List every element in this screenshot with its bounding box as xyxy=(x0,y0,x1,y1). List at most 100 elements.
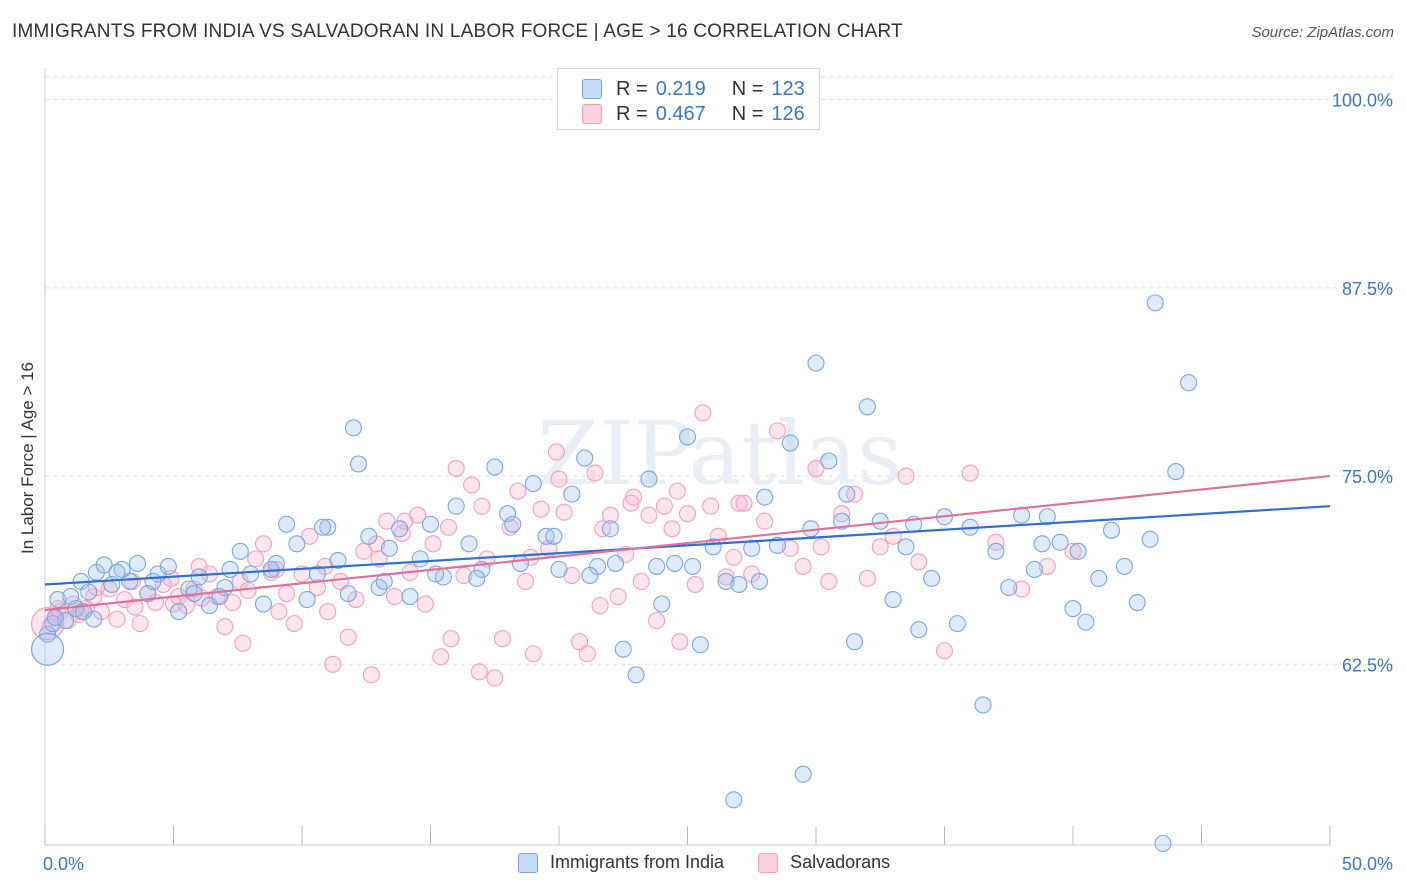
india-point xyxy=(563,485,581,503)
x-tick-label-min: 0.0% xyxy=(43,854,84,874)
legend-item-salvadorans[interactable]: Salvadorans xyxy=(758,852,890,873)
india-trend-line xyxy=(44,505,1331,586)
salvadoran-point xyxy=(655,497,673,515)
salvadoran-point xyxy=(470,663,488,681)
india-point xyxy=(128,554,147,572)
salvadoran-point xyxy=(362,666,380,684)
india-point xyxy=(1090,569,1108,588)
india-point xyxy=(288,535,306,553)
india-point xyxy=(159,557,177,575)
india-point xyxy=(80,583,98,601)
india-point xyxy=(391,520,409,538)
r-label: R = xyxy=(616,77,648,100)
india-point xyxy=(1128,594,1146,612)
salvadoran-point xyxy=(702,497,720,515)
india-point xyxy=(349,455,368,473)
salvadoran-point xyxy=(591,597,609,615)
india-point xyxy=(49,590,67,609)
legend-label-salvadorans: Salvadorans xyxy=(790,852,891,872)
r-label: R = xyxy=(616,102,648,125)
india-point xyxy=(550,560,568,578)
salvadoran-point xyxy=(586,464,604,482)
india-point xyxy=(684,557,702,575)
india-point xyxy=(1077,613,1095,631)
india-point xyxy=(190,568,208,586)
salvadoran-point xyxy=(807,459,825,478)
india-point xyxy=(653,595,671,613)
salvadoran-point xyxy=(756,512,774,530)
india-point xyxy=(614,640,632,658)
india-point xyxy=(314,518,332,536)
salvadoran-point xyxy=(524,645,542,663)
india-point xyxy=(401,587,419,606)
india-point xyxy=(360,527,378,545)
india-point xyxy=(95,556,113,574)
india-point xyxy=(524,475,542,493)
india-point xyxy=(504,515,522,533)
india-point xyxy=(1025,560,1043,578)
india-swatch xyxy=(518,852,538,873)
india-point xyxy=(375,572,393,591)
salvadoran-point xyxy=(439,518,458,536)
salvadoran-point xyxy=(447,459,465,478)
salvadoran-point xyxy=(301,527,319,545)
salvadoran-point xyxy=(781,539,799,557)
salvadoran-point xyxy=(725,548,743,566)
india-point xyxy=(319,518,337,536)
india-point xyxy=(242,565,260,583)
india-point xyxy=(820,452,838,470)
india-point xyxy=(640,470,658,488)
salvadoran-point xyxy=(632,572,650,591)
salvadoran-point xyxy=(126,598,144,616)
salvadoran-point xyxy=(522,548,540,566)
india-point xyxy=(897,538,915,556)
salvadoran-point xyxy=(694,404,712,422)
salvadoran-point xyxy=(532,500,550,518)
salvadoran-point xyxy=(987,533,1005,551)
n-value-salvadorans: 126 xyxy=(771,102,805,125)
india-point xyxy=(46,609,64,627)
salvadoran-point xyxy=(509,482,527,500)
india-point xyxy=(601,520,619,538)
salvadoran-point xyxy=(812,538,830,556)
salvadoran-point xyxy=(730,494,748,512)
india-point xyxy=(974,696,992,714)
y-tick-label: 75.0% xyxy=(1342,467,1393,487)
india-point xyxy=(606,554,625,572)
salvadoran-point xyxy=(319,603,337,621)
r-value-salvadorans: 0.467 xyxy=(655,102,706,125)
salvadoran-point xyxy=(108,610,126,628)
salvadoran-point xyxy=(416,595,434,613)
india-point xyxy=(39,625,57,643)
y-tick-label: 100.0% xyxy=(1332,91,1393,111)
india-point xyxy=(730,575,748,594)
salvadoran-point xyxy=(131,615,149,633)
n-value-india: 123 xyxy=(771,77,805,100)
india-point xyxy=(725,791,743,809)
salvadoran-point xyxy=(442,630,460,648)
india-point xyxy=(648,557,666,575)
chart-title: IMMIGRANTS FROM INDIA VS SALVADORAN IN L… xyxy=(12,21,903,42)
legend-item-india[interactable]: Immigrants from India xyxy=(518,852,724,873)
india-point xyxy=(845,633,864,651)
india-point xyxy=(756,488,774,506)
india-point xyxy=(1069,542,1087,560)
salvadoran-point xyxy=(493,630,512,648)
india-point xyxy=(447,497,465,515)
india-point xyxy=(576,449,594,467)
salvadoran-swatch xyxy=(758,852,779,873)
india-point xyxy=(987,542,1005,560)
india-point xyxy=(1000,578,1018,597)
legend-row-salvadorans: R = 0.467 N = 126 xyxy=(582,102,805,126)
salvadoran-point xyxy=(501,518,519,536)
salvadoran-point xyxy=(473,497,491,515)
india-point xyxy=(581,566,599,584)
salvadoran-point xyxy=(385,587,404,606)
n-label: N = xyxy=(731,77,764,100)
salvadoran-point xyxy=(601,506,619,524)
india-point xyxy=(460,535,478,553)
salvadoran-point xyxy=(961,464,979,482)
salvadoran-point xyxy=(884,527,902,545)
india-point xyxy=(768,536,787,554)
salvadoran-point xyxy=(550,470,568,488)
